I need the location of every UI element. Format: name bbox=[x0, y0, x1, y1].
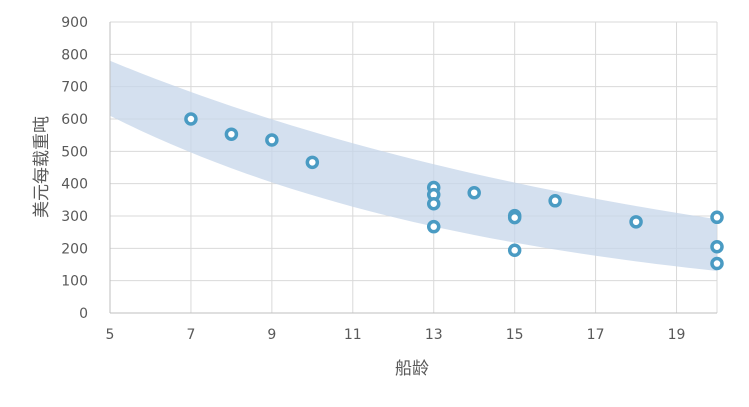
x-tick-label: 9 bbox=[267, 327, 276, 343]
data-point bbox=[426, 219, 441, 234]
data-point bbox=[710, 210, 724, 225]
data-point bbox=[710, 239, 724, 254]
y-tick-label: 100 bbox=[61, 274, 88, 290]
x-tick-label: 15 bbox=[506, 327, 524, 343]
data-point bbox=[426, 196, 441, 211]
x-tick-label: 13 bbox=[425, 327, 443, 343]
y-tick-label: 300 bbox=[61, 209, 88, 225]
data-point bbox=[265, 133, 279, 147]
data-point bbox=[507, 243, 522, 258]
x-axis-title: 船龄 bbox=[395, 359, 429, 379]
data-point bbox=[224, 127, 239, 141]
y-tick-label: 600 bbox=[61, 112, 88, 128]
data-point bbox=[629, 215, 643, 229]
x-tick-label: 11 bbox=[344, 327, 362, 343]
y-tick-labels: 0 100 200 300 400 500 600 700 800 900 bbox=[61, 15, 88, 322]
data-point bbox=[548, 194, 562, 208]
y-tick-label: 200 bbox=[61, 241, 88, 257]
x-tick-labels: 5 7 9 11 13 15 17 19 bbox=[106, 327, 686, 343]
band-area bbox=[110, 60, 717, 271]
data-point bbox=[507, 210, 522, 225]
y-axis-title: 美元每载重吨 bbox=[32, 116, 52, 218]
data-point bbox=[184, 112, 198, 126]
y-tick-label: 700 bbox=[61, 80, 88, 96]
y-tick-label: 800 bbox=[61, 47, 88, 63]
y-tick-label: 400 bbox=[61, 177, 88, 193]
axes bbox=[109, 22, 717, 314]
y-tick-label: 900 bbox=[61, 15, 88, 31]
y-tick-label: 0 bbox=[79, 306, 88, 322]
confidence-band bbox=[110, 60, 717, 271]
x-tick-label: 5 bbox=[106, 327, 115, 343]
x-tick-label: 7 bbox=[186, 327, 195, 343]
data-points bbox=[184, 112, 724, 271]
x-tick-label: 17 bbox=[587, 327, 605, 343]
data-point bbox=[305, 155, 320, 170]
data-point bbox=[467, 185, 481, 200]
x-tick-label: 19 bbox=[668, 327, 686, 343]
y-tick-label: 500 bbox=[61, 144, 88, 160]
data-point bbox=[710, 256, 724, 271]
